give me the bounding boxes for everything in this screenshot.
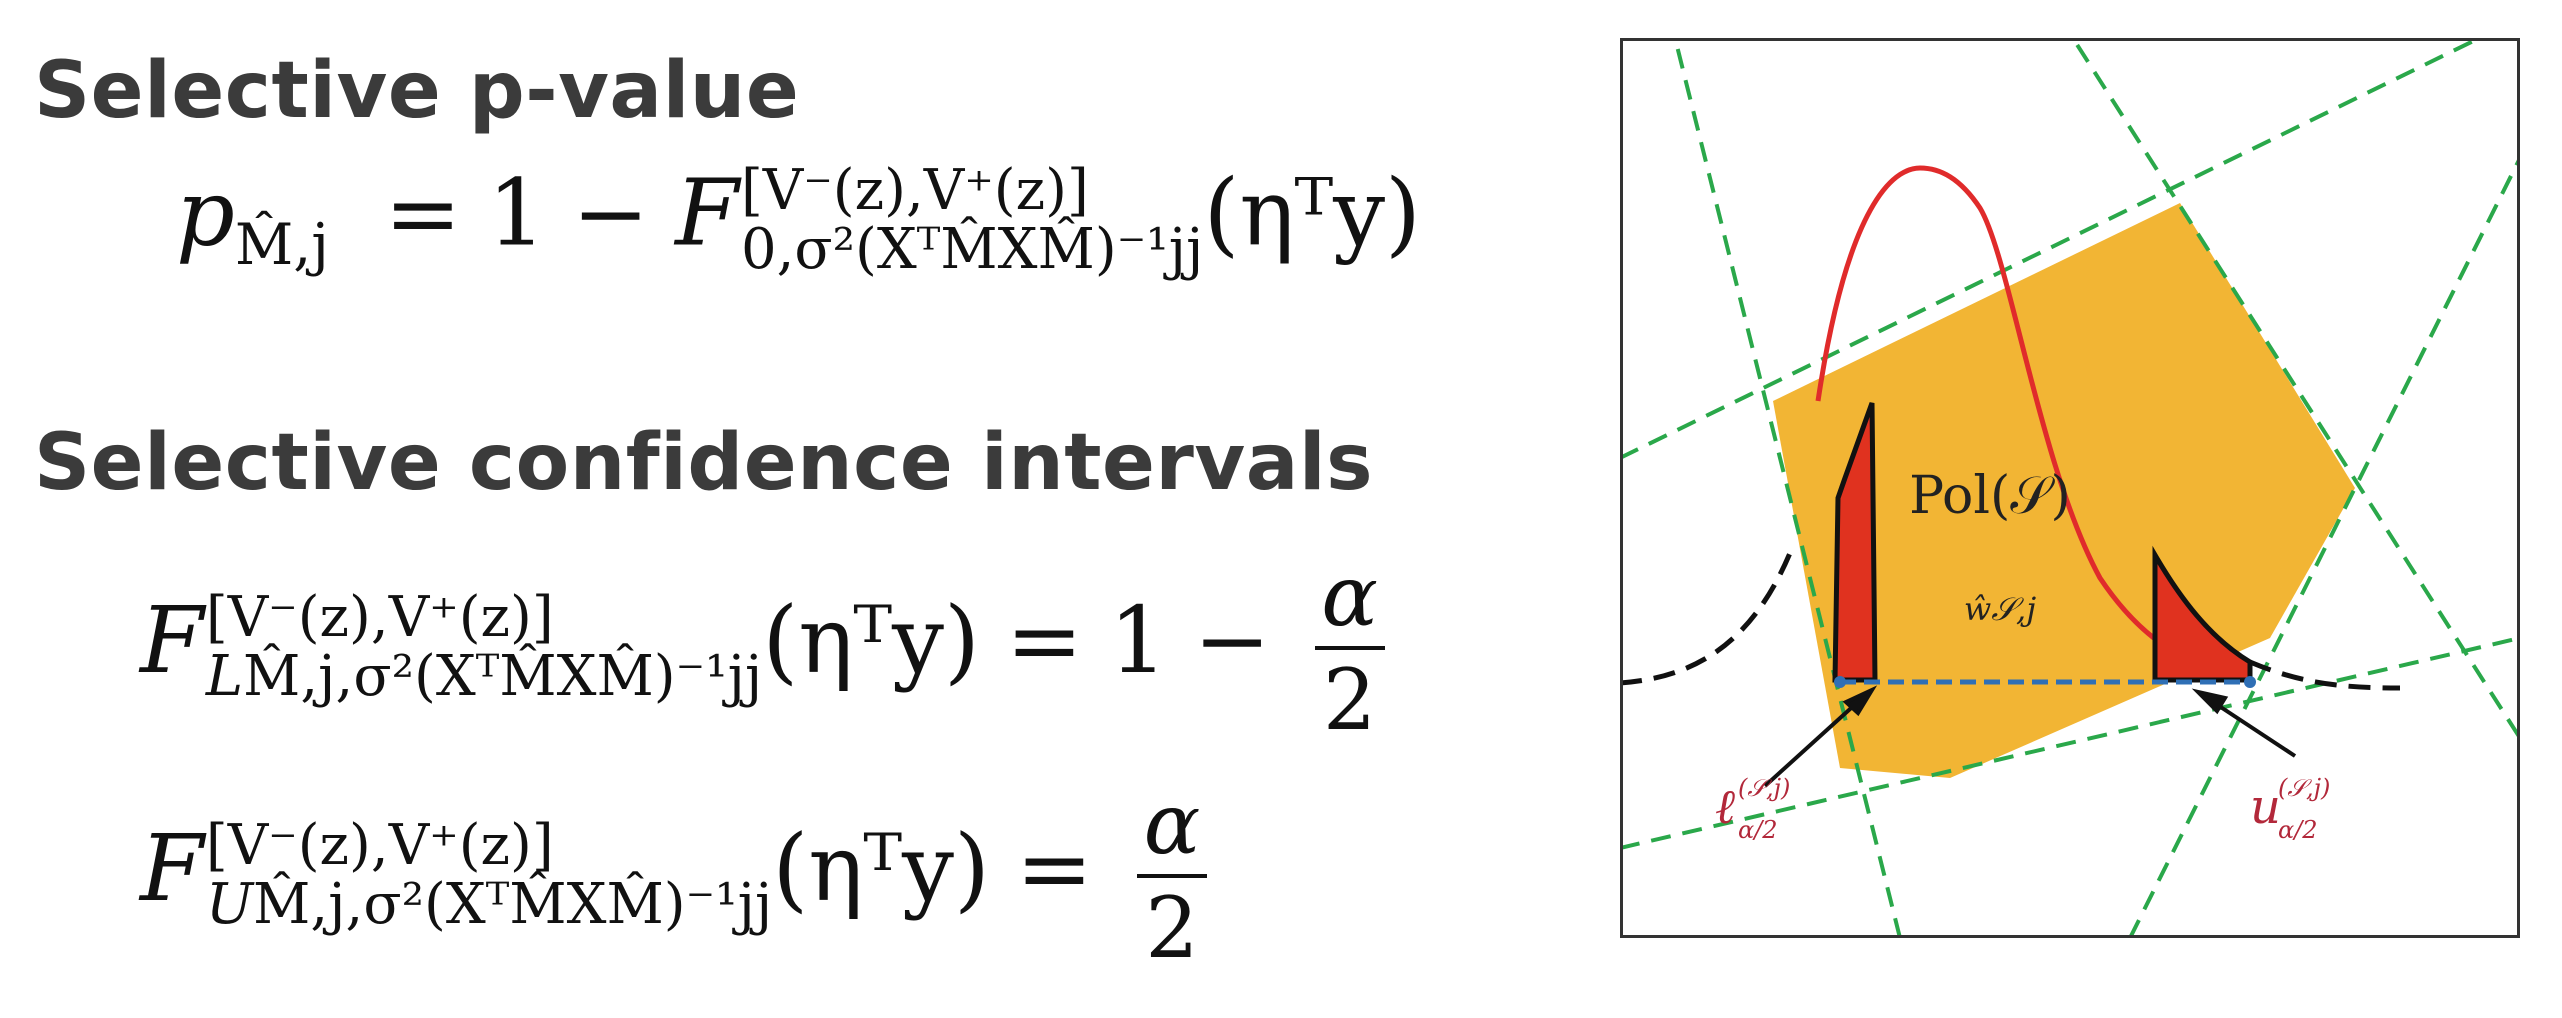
lower-bound-symbol: L: [205, 644, 244, 710]
truncation-interval: [V⁻(z),V⁺(z)]: [205, 813, 554, 879]
upper-bound-symbol: U: [205, 872, 254, 938]
distribution-density-curve: [1815, 165, 2211, 671]
constraint-line-3: [2070, 38, 2520, 740]
upper-bound-subscript: α/2: [2278, 816, 2318, 844]
cdf-params-rest: ᵀM̂XM̂)⁻¹jj: [916, 216, 1204, 282]
constraint-lines: [1620, 38, 2520, 938]
cdf-params-rest: M̂,j,σ²(XᵀM̂XM̂)⁻¹jj: [243, 644, 763, 710]
lower-arrow-shaft: [1763, 698, 1862, 788]
equals-sign: =: [1015, 815, 1093, 923]
truncated-tail-dashed-left: [1620, 552, 1793, 686]
truncated-tail-dashed-right: [2249, 659, 2401, 691]
heading-selective-p-value: Selective p-value: [34, 46, 800, 136]
alpha-numerator: α: [1143, 775, 1201, 873]
diagram-frame: [1620, 38, 2520, 938]
one: 1: [1108, 587, 1168, 695]
alpha-numerator: α: [1321, 547, 1378, 645]
lower-arrowhead: [1842, 685, 1878, 717]
upper-bound-superscript: (𝒮,j): [2278, 774, 2330, 802]
fraction-bar: [1314, 646, 1385, 651]
argument: (ηᵀy): [772, 815, 990, 923]
cdf-parameters: 0,σ²(XᵀM̂XM̂)⁻¹jj: [741, 220, 1203, 280]
argument: (ηᵀy): [1203, 159, 1421, 267]
segment-left-endpoint: [1834, 676, 1846, 688]
cdf-symbol: F: [140, 587, 204, 695]
upper-arrow-shaft: [2208, 698, 2297, 758]
lower-bound-label: ℓ (𝒮,j) α/2: [1715, 774, 1795, 844]
equation-lower-bound: F [V⁻(z),V⁺(z)] LM̂,j,σ²(XᵀM̂XM̂)⁻¹jj (ηᵀy)…: [140, 552, 1385, 744]
upper-arrowhead: [2191, 688, 2229, 715]
polytope-diagram: Pol(𝒮) ŵ𝒮,j ℓ (𝒮,j) α/2 u (𝒮,j) α/2: [1620, 38, 2520, 938]
lower-bound-symbol: ℓ: [1715, 779, 1735, 835]
equation-p-value: pM̂,j = 1− F [V⁻(z),V⁺(z)] 0,σ²(XᵀM̂XM̂)⁻¹jj…: [176, 158, 1421, 280]
equals-sign: =: [1005, 587, 1083, 695]
cdf-parameters: UM̂,j,σ²(XᵀM̂XM̂)⁻¹jj: [206, 875, 773, 935]
polytope-label: Pol(𝒮): [1909, 466, 2071, 526]
minus-sign: −: [1193, 587, 1271, 695]
equation-upper-bound: F [V⁻(z),V⁺(z)] UM̂,j,σ²(XᵀM̂XM̂)⁻¹jj (ηᵀy)…: [140, 780, 1207, 972]
cdf-symbol: F: [675, 159, 739, 267]
minus-sign: −: [572, 159, 650, 267]
cdf-indices: [V⁻(z),V⁺(z)] LM̂,j,σ²(XᵀM̂XM̂)⁻¹jj: [206, 589, 763, 707]
heading-selective-confidence-intervals: Selective confidence intervals: [34, 418, 1374, 508]
cdf-params-rest: M̂,j,σ²(XᵀM̂XM̂)⁻¹jj: [253, 872, 773, 938]
w-hat-label: ŵ𝒮,j: [1964, 590, 2036, 628]
pointer-arrows: [1763, 685, 2297, 788]
two-denominator: 2: [1145, 879, 1199, 978]
fraction-bar: [1137, 874, 1207, 879]
lower-bound-subscript: α/2: [1738, 816, 1778, 844]
cdf-indices: [V⁻(z),V⁺(z)] UM̂,j,σ²(XᵀM̂XM̂)⁻¹jj: [206, 817, 773, 935]
constraint-line-4: [2128, 157, 2520, 938]
truncation-interval: [V⁻(z),V⁺(z)]: [205, 585, 554, 651]
cdf-params-start: 0,σ²(X: [740, 216, 917, 282]
constraint-line-2: [1620, 38, 2485, 460]
cdf-parameters: LM̂,j,σ²(XᵀM̂XM̂)⁻¹jj: [206, 647, 763, 707]
upper-bound-symbol: u: [2250, 779, 2281, 835]
p-symbol: p: [176, 159, 235, 267]
p-subscript: M̂,j: [234, 212, 330, 279]
cdf-indices: [V⁻(z),V⁺(z)] 0,σ²(XᵀM̂XM̂)⁻¹jj: [740, 158, 1203, 280]
segment-right-endpoint: [2244, 676, 2256, 688]
argument: (ηᵀy): [762, 587, 980, 695]
upper-bound-label: u (𝒮,j) α/2: [2250, 774, 2335, 844]
truncation-interval: [V⁻(z),V⁺(z)]: [740, 158, 1089, 223]
cdf-symbol: F: [140, 815, 204, 923]
two-denominator: 2: [1322, 651, 1377, 750]
lower-bound-superscript: (𝒮,j): [1738, 774, 1790, 802]
one: 1: [487, 159, 547, 267]
equals-sign: =: [384, 159, 462, 267]
constraint-line-5: [1620, 636, 2520, 850]
